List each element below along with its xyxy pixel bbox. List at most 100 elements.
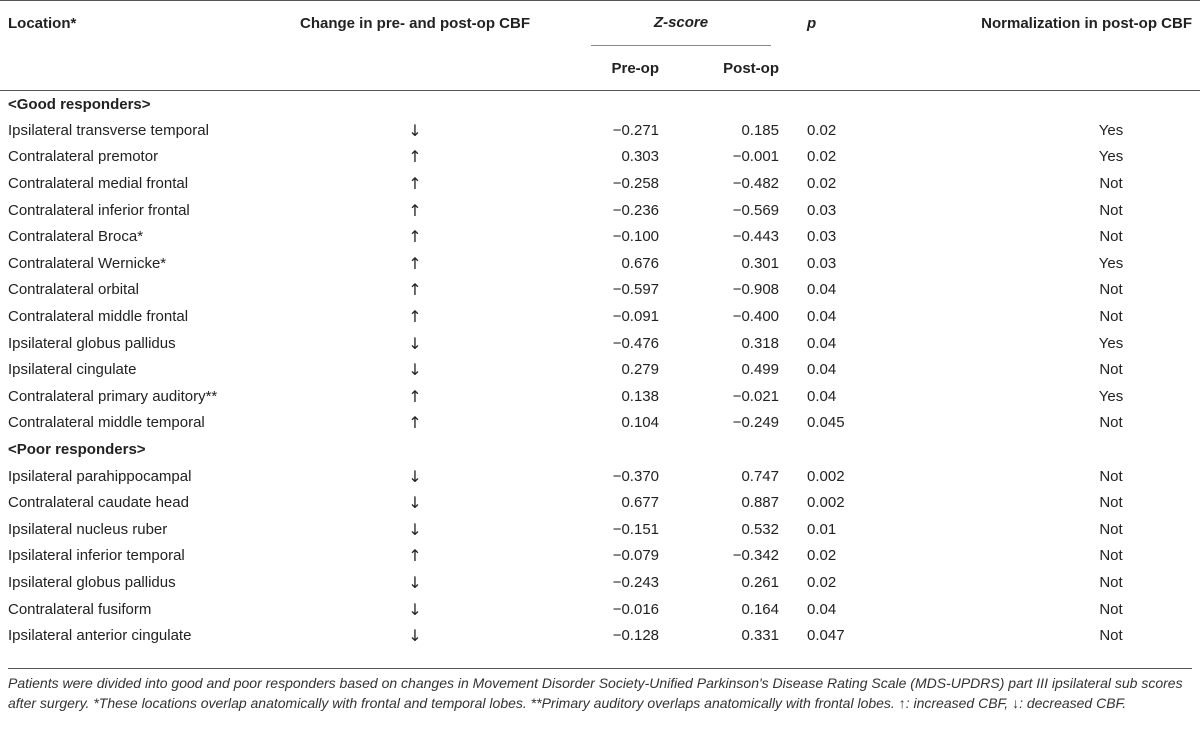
- table-row: Contralateral orbital ↑ −0.597 −0.908 0.04 No…: [0, 277, 1200, 304]
- cell-change-arrow: ↓: [408, 466, 422, 486]
- cell-normalization: Not: [1099, 627, 1123, 645]
- cell-postop: 0.164: [741, 600, 779, 618]
- cell-normalization: Not: [1099, 281, 1123, 299]
- header-preop: Pre-op: [555, 46, 673, 91]
- cell-postop: −0.001: [732, 148, 779, 166]
- cell-change-arrow: ↑: [408, 413, 422, 433]
- cell-normalization: Not: [1099, 361, 1123, 379]
- table-body: <Good responders> Ipsilateral transverse …: [0, 91, 1200, 649]
- cell-preop: 0.676: [621, 254, 659, 272]
- cell-change-arrow: ↓: [408, 333, 422, 353]
- header-zscore-label: Z-score: [653, 14, 709, 31]
- cell-location: Ipsilateral globus pallidus: [8, 334, 176, 352]
- cell-postop: −0.021: [732, 387, 779, 405]
- cell-location: Ipsilateral nucleus ruber: [8, 520, 168, 538]
- cell-change-arrow: ↑: [408, 147, 422, 167]
- cell-change-arrow: ↓: [408, 519, 422, 539]
- cell-postop: −0.569: [732, 201, 779, 219]
- cell-preop: −0.128: [612, 627, 659, 645]
- header-postop: Post-op: [673, 46, 793, 91]
- table-row: Contralateral medial frontal ↑ −0.258 −0.48…: [0, 170, 1200, 197]
- cell-p: 0.047: [807, 627, 845, 645]
- cell-location: Contralateral Broca*: [8, 228, 144, 246]
- cell-postop: 0.318: [741, 334, 779, 352]
- cell-normalization: Not: [1099, 520, 1123, 538]
- cell-postop: −0.482: [732, 175, 779, 193]
- header-change: Change in pre- and post-op CBF: [275, 0, 555, 91]
- cell-p: 0.02: [807, 547, 837, 565]
- cell-normalization: Not: [1099, 414, 1123, 432]
- results-table: Location* Change in pre- and post-op CBF…: [0, 0, 1200, 649]
- cell-preop: 0.279: [621, 361, 659, 379]
- header-p: p: [793, 0, 940, 91]
- cell-normalization: Not: [1099, 175, 1123, 193]
- table-row: Contralateral middle frontal ↑ −0.091 −0.40…: [0, 303, 1200, 330]
- cell-location: Contralateral Wernicke*: [8, 254, 167, 272]
- table-row: Contralateral fusiform ↓ −0.016 0.164 0.04 No…: [0, 596, 1200, 623]
- cell-normalization: Not: [1099, 467, 1123, 485]
- cell-normalization: Not: [1099, 573, 1123, 591]
- cell-normalization: Yes: [1098, 334, 1124, 352]
- cell-normalization: Not: [1099, 494, 1123, 512]
- cell-location: Contralateral orbital: [8, 281, 139, 299]
- header-normalization: Normalization in post-op CBF: [940, 0, 1200, 91]
- cell-p: 0.02: [807, 121, 837, 139]
- cell-normalization: Not: [1099, 547, 1123, 565]
- cell-change-arrow: ↑: [408, 546, 422, 566]
- cell-normalization: Not: [1099, 201, 1123, 219]
- cell-preop: 0.104: [621, 414, 659, 432]
- cell-p: 0.03: [807, 228, 837, 246]
- header-zscore: Z-score: [591, 1, 771, 46]
- cell-p: 0.04: [807, 361, 837, 379]
- cell-p: 0.04: [807, 387, 837, 405]
- cell-p: 0.04: [807, 600, 837, 618]
- cell-location: Ipsilateral cingulate: [8, 361, 137, 379]
- cell-p: 0.03: [807, 254, 837, 272]
- cell-postop: 0.499: [741, 361, 779, 379]
- cell-p: 0.01: [807, 520, 837, 538]
- cell-postop: 0.532: [741, 520, 779, 538]
- table-row: Ipsilateral parahippocampal ↓ −0.370 0.747 0…: [0, 463, 1200, 490]
- cell-normalization: Yes: [1098, 387, 1124, 405]
- header-p-label: p: [807, 15, 817, 32]
- group-row: <Poor responders>: [0, 436, 1200, 463]
- cell-normalization: Not: [1099, 308, 1123, 326]
- header-location: Location*: [0, 0, 275, 91]
- cell-location: Contralateral middle temporal: [8, 414, 205, 432]
- cell-location: Contralateral caudate head: [8, 494, 189, 512]
- cell-change-arrow: ↑: [408, 280, 422, 300]
- table-row: Contralateral premotor ↑ 0.303 −0.001 0.02 Ye…: [0, 144, 1200, 171]
- cell-location: Contralateral middle frontal: [8, 308, 189, 326]
- table-row: Ipsilateral anterior cingulate ↓ −0.128 0.3…: [0, 622, 1200, 649]
- header-zscore-cell: Z-score: [555, 0, 793, 46]
- cell-preop: −0.100: [612, 228, 659, 246]
- table-row: Contralateral primary auditory** ↑ 0.138 −0…: [0, 383, 1200, 410]
- group-label: <Good responders>: [8, 95, 151, 113]
- cell-change-arrow: ↓: [408, 493, 422, 513]
- cell-postop: 0.261: [741, 573, 779, 591]
- cell-postop: 0.747: [741, 467, 779, 485]
- table-row: Contralateral Wernicke* ↑ 0.676 0.301 0.03 Ye…: [0, 250, 1200, 277]
- cell-preop: −0.370: [612, 467, 659, 485]
- cell-change-arrow: ↑: [408, 253, 422, 273]
- cell-preop: −0.151: [612, 520, 659, 538]
- cell-normalization: Yes: [1098, 254, 1124, 272]
- group-row: <Good responders>: [0, 91, 1200, 118]
- cell-p: 0.02: [807, 175, 837, 193]
- cell-change-arrow: ↓: [408, 120, 422, 140]
- cell-postop: 0.331: [741, 627, 779, 645]
- cell-p: 0.04: [807, 308, 837, 326]
- cell-preop: −0.258: [612, 175, 659, 193]
- table-row: Ipsilateral cingulate ↓ 0.279 0.499 0.04 Not: [0, 356, 1200, 383]
- cell-change-arrow: ↓: [408, 599, 422, 619]
- cell-change-arrow: ↑: [408, 200, 422, 220]
- cell-normalization: Not: [1099, 600, 1123, 618]
- table-footnote: Patients were divided into good and poor…: [8, 668, 1192, 713]
- cell-location: Contralateral primary auditory**: [8, 387, 218, 405]
- cell-p: 0.03: [807, 201, 837, 219]
- cell-location: Contralateral inferior frontal: [8, 201, 190, 219]
- cell-p: 0.02: [807, 573, 837, 591]
- cell-location: Ipsilateral transverse temporal: [8, 121, 209, 139]
- cell-postop: −0.908: [732, 281, 779, 299]
